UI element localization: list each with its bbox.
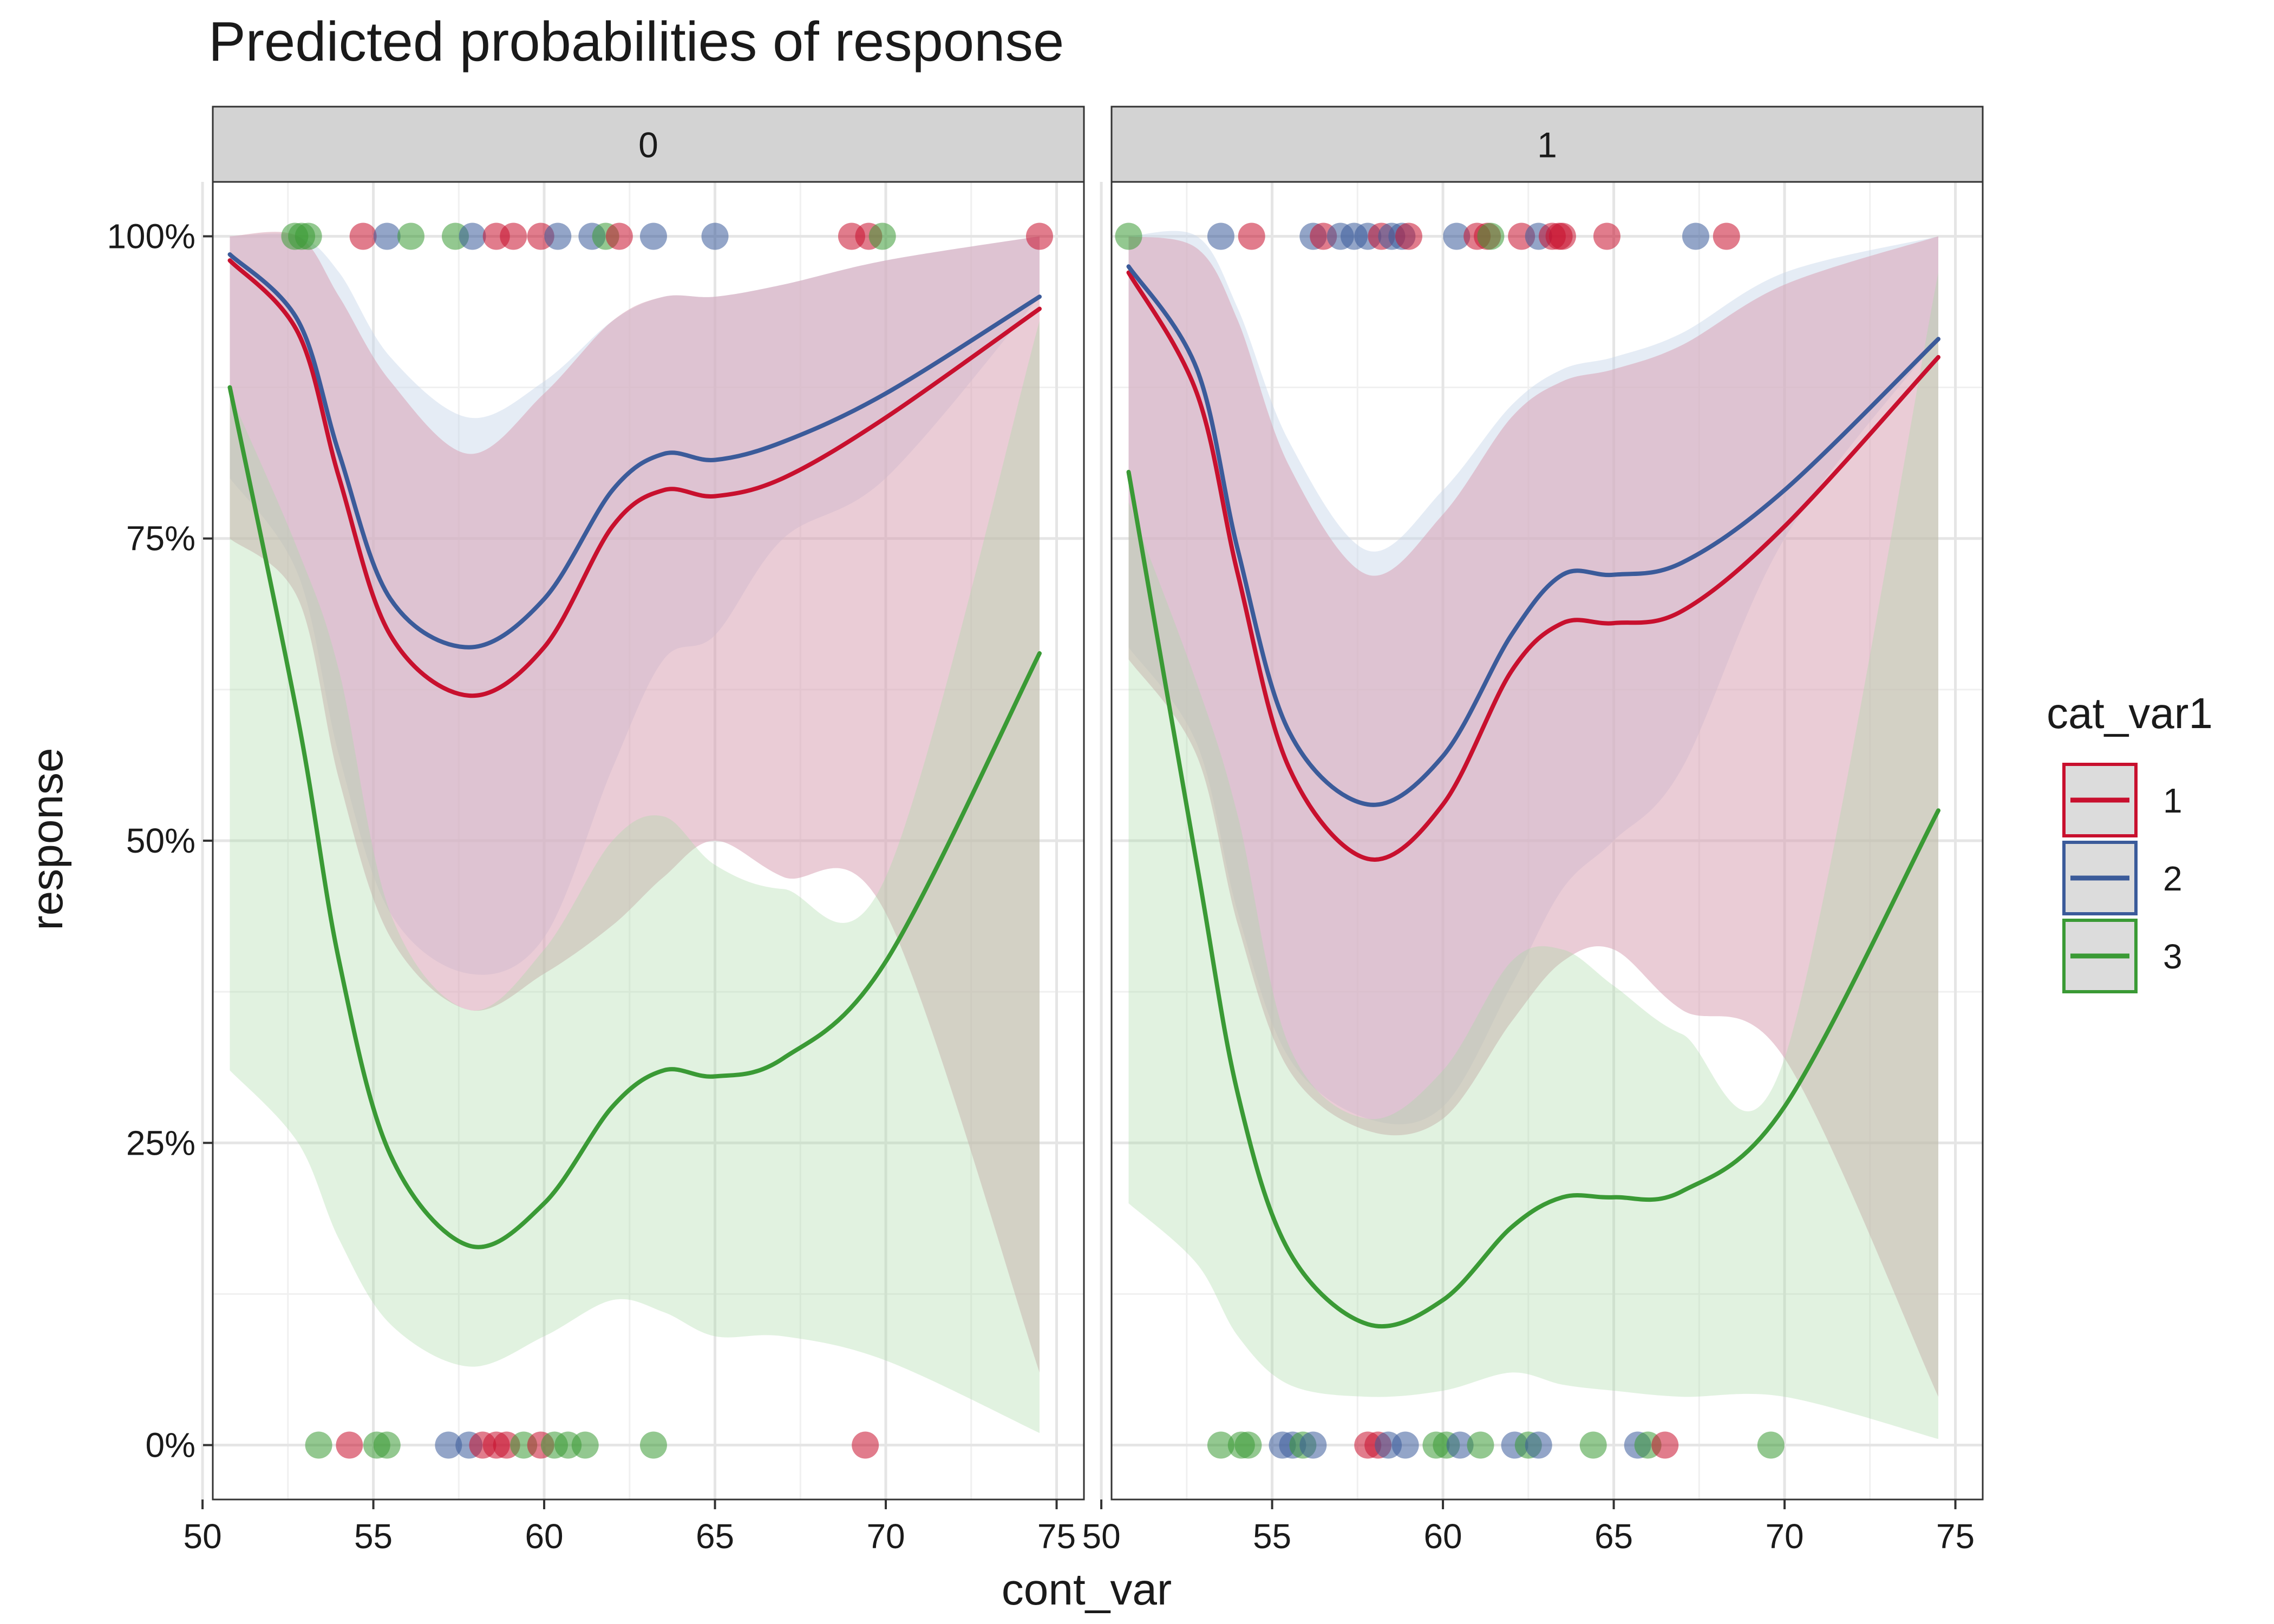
point-response-1-group-1 — [1713, 222, 1740, 250]
point-response-1-group-1 — [500, 222, 527, 250]
line-series-1 — [227, 258, 1042, 698]
point-response-1-group-1 — [1395, 222, 1422, 250]
x-axis-label: cont_var — [1002, 1565, 1172, 1614]
y-tick-label: 100% — [107, 217, 195, 256]
x-tick-label: 60 — [525, 1517, 563, 1556]
prediction-lines — [1126, 264, 1940, 1329]
point-response-1-group-3 — [1477, 222, 1505, 250]
confidence-ribbons — [1128, 231, 1938, 1439]
x-tick-label: 75 — [1936, 1517, 1975, 1556]
point-response-1-group-1 — [1548, 222, 1576, 250]
prediction-lines — [227, 252, 1042, 1249]
point-response-1-group-3 — [868, 222, 896, 250]
point-response-0-group-3 — [305, 1431, 332, 1459]
point-response-1-group-3 — [1115, 222, 1142, 250]
point-response-1-group-1 — [605, 222, 633, 250]
point-response-1-group-3 — [397, 222, 424, 250]
point-response-1-group-1 — [1025, 222, 1053, 250]
line-series-2 — [1126, 264, 1940, 807]
point-response-1-group-2 — [544, 222, 572, 250]
legend-label: 3 — [2163, 937, 2182, 976]
x-tick-label: 70 — [1765, 1517, 1803, 1556]
facet-strip — [1110, 106, 1984, 183]
legend-item-3: 3 — [2062, 919, 2182, 993]
point-response-0-group-3 — [1467, 1431, 1494, 1459]
point-response-0-group-3 — [373, 1431, 401, 1459]
ribbon-series-3 — [230, 320, 1040, 1433]
point-response-0-group-3 — [1579, 1431, 1607, 1459]
legend-item-1: 1 — [2062, 763, 2182, 837]
ribbon-series-1 — [230, 232, 1040, 1373]
y-tick-label: 50% — [126, 821, 195, 860]
point-response-1-group-1 — [1238, 222, 1265, 250]
y-axis-label: response — [23, 748, 72, 930]
panel-border — [1110, 181, 1984, 1501]
point-response-0-group-3 — [1757, 1431, 1785, 1459]
legend-label: 2 — [2163, 859, 2182, 898]
legend-label: 1 — [2163, 781, 2182, 820]
point-response-0-group-2 — [1525, 1431, 1552, 1459]
point-response-0-group-1 — [336, 1431, 363, 1459]
ribbon-series-3 — [1128, 272, 1938, 1439]
x-axis: 50 55 60 65 70 75 — [1082, 1499, 1975, 1556]
line-series-2 — [227, 252, 1042, 650]
legend-item-2: 2 — [2062, 841, 2182, 915]
point-response-1-group-2 — [701, 222, 729, 250]
point-response-1-group-2 — [373, 222, 401, 250]
line-series-1 — [1126, 270, 1940, 862]
point-response-1-group-2 — [639, 222, 667, 250]
facet-strip-label: 1 — [1537, 125, 1557, 165]
point-response-0-group-2 — [1299, 1431, 1327, 1459]
line-series-3 — [227, 385, 1042, 1249]
ribbon-series-1 — [1128, 236, 1938, 1397]
point-response-1-group-1 — [349, 222, 377, 250]
x-tick-label: 55 — [1253, 1517, 1291, 1556]
y-tick-label: 0% — [146, 1426, 196, 1465]
point-response-1-group-1 — [1593, 222, 1620, 250]
legend: cat_var1 1 2 3 — [2047, 689, 2213, 993]
point-response-0-group-2 — [435, 1431, 462, 1459]
point-response-0-group-2 — [1446, 1431, 1474, 1459]
x-axis: 50 55 60 65 70 75 — [183, 1499, 1076, 1556]
point-response-0-group-3 — [639, 1431, 667, 1459]
point-response-1-group-2 — [1207, 222, 1234, 250]
x-tick-label: 65 — [696, 1517, 734, 1556]
legend-title: cat_var1 — [2047, 689, 2213, 737]
legend-keys: 1 2 3 — [2062, 763, 2182, 993]
x-tick-label: 70 — [866, 1517, 905, 1556]
point-response-0-group-3 — [1234, 1431, 1262, 1459]
x-tick-label: 75 — [1037, 1517, 1076, 1556]
facet-panel-1: 1 50 55 60 65 70 75 — [1082, 106, 1984, 1556]
observed-points — [281, 222, 1053, 1459]
observed-points — [1115, 222, 1785, 1459]
x-tick-label: 50 — [1082, 1517, 1120, 1556]
x-tick-label: 65 — [1595, 1517, 1633, 1556]
point-response-0-group-1 — [852, 1431, 879, 1459]
x-tick-label: 60 — [1423, 1517, 1462, 1556]
confidence-ribbons — [230, 232, 1040, 1433]
point-response-0-group-2 — [1391, 1431, 1419, 1459]
facet-strip-label: 0 — [638, 125, 658, 165]
point-response-0-group-1 — [1651, 1431, 1679, 1459]
facet-panel-0: 0 50 55 60 65 70 75 — [183, 106, 1085, 1556]
x-tick-label: 50 — [183, 1517, 221, 1556]
facet-strip — [212, 106, 1085, 183]
x-tick-label: 55 — [354, 1517, 393, 1556]
point-response-0-group-3 — [1207, 1431, 1234, 1459]
y-axis: 0% 25% 50% 75% 100% — [107, 217, 213, 1465]
y-tick-label: 75% — [126, 519, 195, 558]
point-response-0-group-3 — [571, 1431, 599, 1459]
y-tick-label: 25% — [126, 1123, 195, 1162]
point-response-1-group-2 — [1443, 222, 1471, 250]
line-series-3 — [1126, 469, 1940, 1329]
point-response-1-group-3 — [295, 222, 322, 250]
point-response-1-group-2 — [459, 222, 486, 250]
point-response-1-group-2 — [1682, 222, 1709, 250]
chart-title: Predicted probabilities of response — [208, 10, 1064, 73]
